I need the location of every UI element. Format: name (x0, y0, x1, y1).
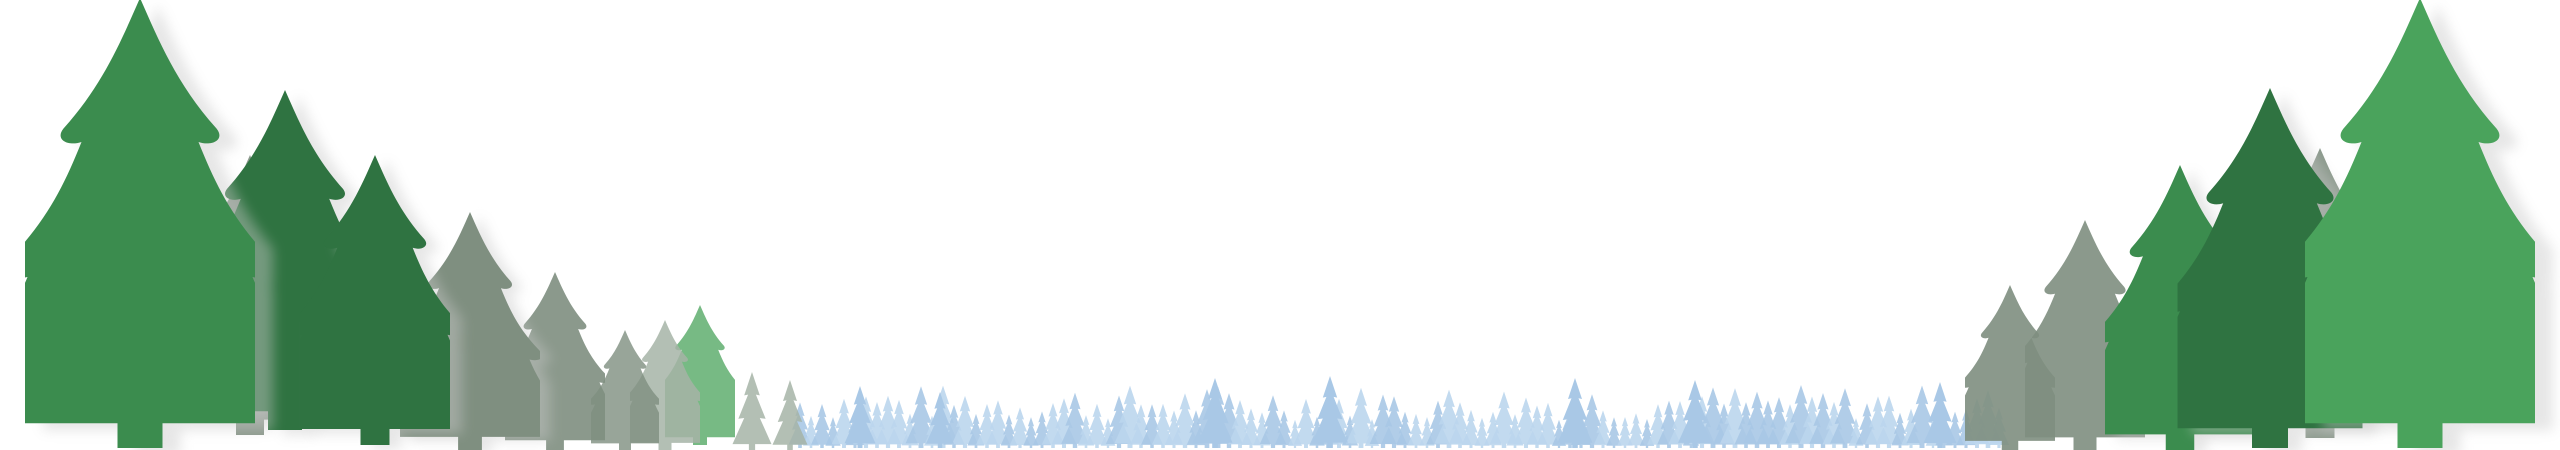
pine-tree-icon (732, 372, 772, 450)
left-tree-group (25, 0, 808, 450)
right-tree-group (1965, 0, 2553, 450)
distant-tree-row (788, 376, 2010, 449)
distant-tree-icon (1557, 378, 1593, 448)
